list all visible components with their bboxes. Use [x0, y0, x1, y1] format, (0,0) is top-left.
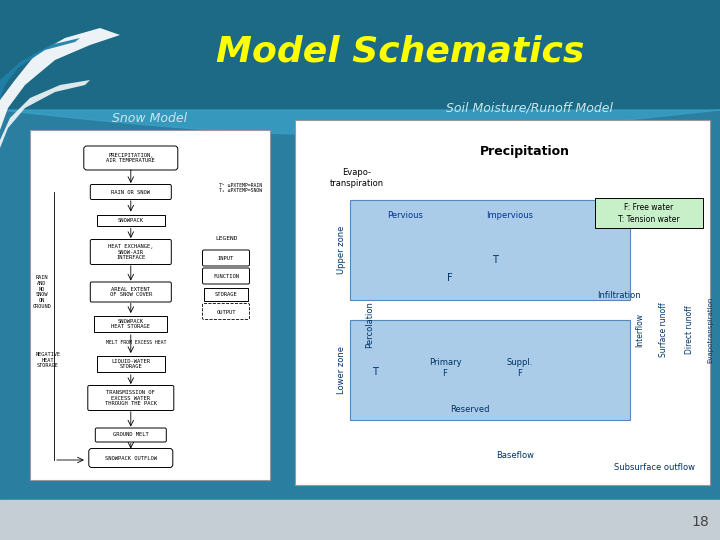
Text: Direct runoff: Direct runoff — [685, 306, 695, 354]
Text: HEAT EXCHANGE,
SNOW-AIR
INTERFACE: HEAT EXCHANGE, SNOW-AIR INTERFACE — [108, 244, 153, 260]
Text: Pervious: Pervious — [387, 211, 423, 219]
Text: Upper zone: Upper zone — [338, 226, 346, 274]
Bar — [0, 110, 720, 500]
FancyBboxPatch shape — [90, 282, 171, 302]
FancyBboxPatch shape — [89, 449, 173, 468]
Polygon shape — [0, 0, 80, 100]
Text: GROUND MELT: GROUND MELT — [113, 433, 148, 437]
Bar — [595, 198, 703, 228]
Text: Model Schematics: Model Schematics — [216, 35, 584, 69]
Text: Lower zone: Lower zone — [338, 346, 346, 394]
FancyBboxPatch shape — [202, 250, 250, 266]
Text: NEGATIVE
HEAT
STORAGE: NEGATIVE HEAT STORAGE — [35, 352, 60, 368]
Text: Baseflow: Baseflow — [496, 450, 534, 460]
FancyBboxPatch shape — [96, 356, 165, 372]
Text: Interflow: Interflow — [636, 313, 644, 347]
Text: Percolation: Percolation — [366, 301, 374, 348]
FancyBboxPatch shape — [95, 428, 166, 442]
Text: 18: 18 — [691, 515, 709, 529]
Text: FUNCTION: FUNCTION — [213, 273, 239, 279]
FancyBboxPatch shape — [88, 386, 174, 410]
Text: LEGEND: LEGEND — [216, 236, 238, 241]
Text: Soil Moisture/Runoff Model: Soil Moisture/Runoff Model — [446, 102, 613, 114]
Text: AREAL EXTENT
OF SNOW COVER: AREAL EXTENT OF SNOW COVER — [109, 287, 152, 298]
Text: STORAGE: STORAGE — [215, 292, 238, 296]
FancyBboxPatch shape — [90, 185, 171, 199]
Text: Impervious: Impervious — [487, 211, 534, 219]
FancyBboxPatch shape — [96, 214, 165, 226]
Text: LIQUID-WATER
STORAGE: LIQUID-WATER STORAGE — [112, 359, 150, 369]
Text: RAIN
AND
NO
SNOW
ON
GROUND: RAIN AND NO SNOW ON GROUND — [32, 275, 51, 309]
FancyBboxPatch shape — [202, 268, 250, 284]
FancyBboxPatch shape — [84, 146, 178, 170]
Bar — [350, 320, 630, 420]
Text: Precipitation: Precipitation — [480, 145, 570, 159]
Text: SNOWPACK OUTFLOW: SNOWPACK OUTFLOW — [105, 456, 157, 461]
Bar — [30, 130, 270, 480]
Text: Infiltration: Infiltration — [597, 291, 641, 300]
Text: PRECIPITATION,
AIR TEMPERATURE: PRECIPITATION, AIR TEMPERATURE — [107, 153, 156, 164]
Text: SNOWPACK
HEAT STORAGE: SNOWPACK HEAT STORAGE — [112, 319, 150, 329]
FancyBboxPatch shape — [202, 303, 250, 320]
Text: T: Tension water: T: Tension water — [618, 215, 680, 225]
Bar — [0, 0, 720, 110]
Text: Snow Model: Snow Model — [112, 111, 188, 125]
Polygon shape — [0, 60, 90, 148]
Bar — [350, 200, 630, 300]
Text: INPUT: INPUT — [218, 255, 234, 260]
Text: Surface runoff: Surface runoff — [659, 303, 667, 357]
FancyBboxPatch shape — [204, 287, 248, 300]
Text: TRANSMISSION OF
EXCESS WATER
THROUGH THE PACK: TRANSMISSION OF EXCESS WATER THROUGH THE… — [105, 390, 157, 406]
Text: F: F — [447, 273, 453, 283]
Polygon shape — [0, 0, 120, 130]
FancyBboxPatch shape — [94, 316, 167, 332]
Text: OUTPUT: OUTPUT — [216, 309, 235, 314]
Text: RAIN OR SNOW: RAIN OR SNOW — [112, 190, 150, 194]
Text: Evapo-
transpiration: Evapo- transpiration — [330, 168, 384, 188]
Text: T: T — [372, 367, 378, 377]
Text: Suppl.
F: Suppl. F — [507, 359, 534, 377]
Text: Subsurface outflow: Subsurface outflow — [614, 463, 696, 472]
Text: Reserved: Reserved — [450, 406, 490, 415]
Bar — [295, 120, 710, 485]
Text: MELT FROM EXCESS HEAT: MELT FROM EXCESS HEAT — [106, 341, 166, 346]
Text: F: Free water: F: Free water — [624, 204, 674, 213]
Text: T: T — [492, 255, 498, 265]
Text: Primary
F: Primary F — [428, 359, 462, 377]
FancyBboxPatch shape — [90, 240, 171, 265]
Text: Tᵇ ≥PXTEMP=RAIN
Tₛ ≤PXTEMP=SNOW: Tᵇ ≥PXTEMP=RAIN Tₛ ≤PXTEMP=SNOW — [219, 183, 262, 193]
Text: Evapotranspiration: Evapotranspiration — [707, 297, 713, 363]
Text: SNOWPACK: SNOWPACK — [118, 218, 144, 222]
Bar — [0, 500, 720, 540]
